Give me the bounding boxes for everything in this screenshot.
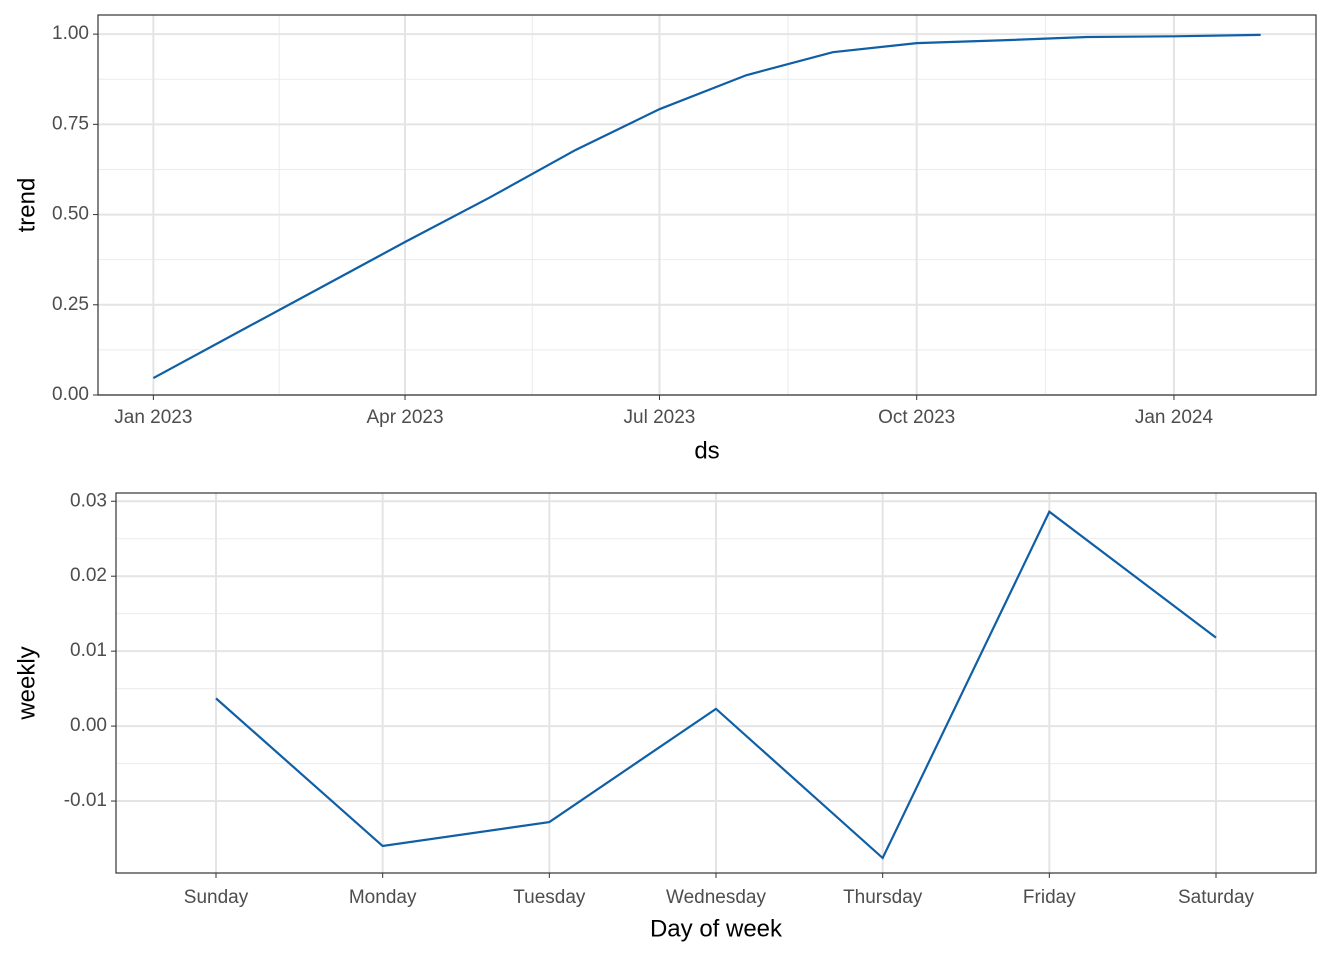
x-tick-label: Saturday	[1178, 887, 1255, 908]
x-tick-label: Jan 2023	[114, 407, 192, 428]
x-tick-label: Jul 2023	[624, 407, 696, 428]
panel-border	[97, 14, 1317, 396]
y-tick-label: 0.03	[70, 490, 107, 511]
y-tick-label: 1.00	[52, 23, 89, 44]
y-axis-title: weekly	[13, 646, 40, 720]
y-tick-label: 0.01	[70, 640, 107, 661]
y-tick-label: 0.00	[52, 384, 89, 405]
x-tick-label: Wednesday	[666, 887, 766, 908]
y-tick-label: -0.01	[64, 790, 107, 811]
y-axis-title: trend	[13, 178, 40, 233]
x-tick-label: Apr 2023	[366, 407, 443, 428]
x-axis-title: ds	[694, 437, 719, 464]
x-tick-label: Tuesday	[513, 887, 586, 908]
x-axis-title: Day of week	[650, 915, 783, 942]
x-tick-label: Oct 2023	[878, 407, 955, 428]
line	[152, 33, 1261, 380]
x-tick-label: Monday	[349, 887, 417, 908]
line	[215, 510, 1217, 860]
panel-border	[115, 492, 1317, 874]
x-tick-label: Friday	[1023, 887, 1076, 908]
y-tick-label: 0.25	[52, 294, 89, 315]
x-tick-label: Thursday	[843, 887, 923, 908]
y-tick-label: 0.02	[70, 565, 107, 586]
x-tick-label: Sunday	[184, 887, 249, 908]
y-tick-label: 0.50	[52, 204, 89, 225]
y-tick-label: 0.00	[70, 715, 107, 736]
x-tick-label: Jan 2024	[1135, 407, 1214, 428]
y-tick-label: 0.75	[52, 113, 89, 134]
